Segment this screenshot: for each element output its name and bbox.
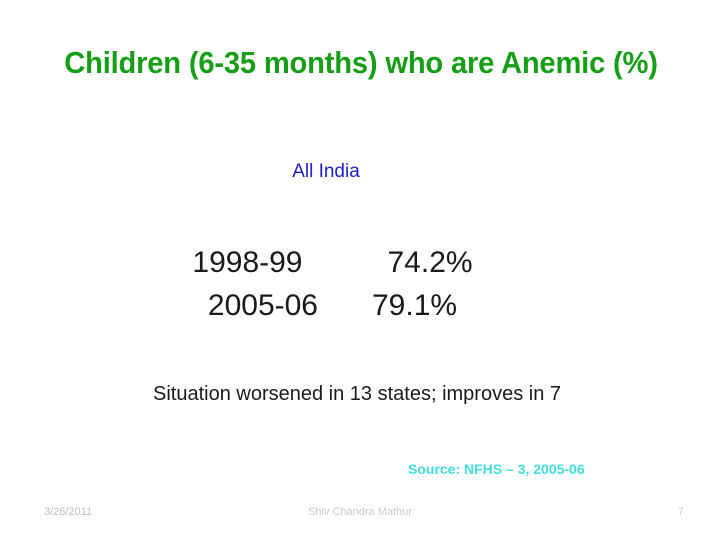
- page-title: Children (6-35 months) who are Anemic (%…: [64, 45, 658, 80]
- table-row: 1998-99 74.2%: [0, 241, 720, 284]
- row-period-label: 2005-06: [207, 289, 318, 322]
- source-note: Source: NFHS – 3, 2005-06: [408, 461, 585, 477]
- footer-date: 3/26/2011: [44, 506, 93, 518]
- row-value-label: 74.2%: [387, 246, 473, 279]
- row-period-label: 1998-99: [192, 246, 303, 279]
- summary-note: Situation worsened in 13 states; improve…: [153, 383, 561, 405]
- footer-page-number: 7: [677, 506, 684, 518]
- footer-author: Shiv Chandra Mathur: [308, 506, 412, 518]
- slide-footer: 3/26/2011 Shiv Chandra Mathur 7: [0, 498, 720, 540]
- row-value-label: 79.1%: [372, 289, 458, 322]
- table-row: 2005-06 79.1%: [0, 284, 720, 327]
- region-label: All India: [292, 161, 360, 182]
- anemia-data-table: 1998-99 74.2% 2005-06 79.1%: [0, 241, 720, 327]
